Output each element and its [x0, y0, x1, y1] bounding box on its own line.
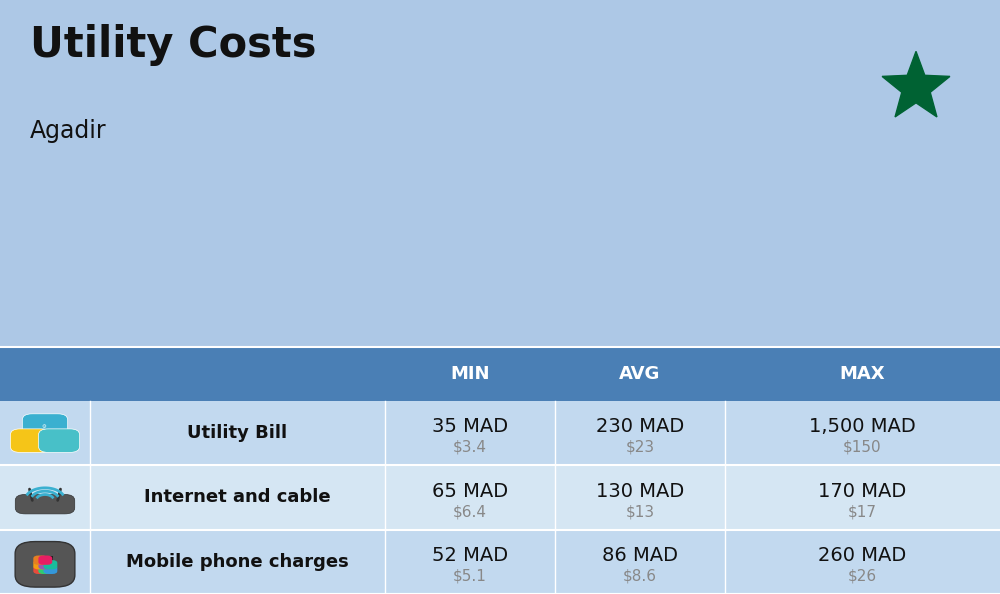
Text: Utility Bill: Utility Bill — [187, 424, 288, 442]
Polygon shape — [882, 51, 950, 117]
Text: 230 MAD: 230 MAD — [596, 417, 684, 436]
Text: $13: $13 — [625, 504, 655, 519]
FancyBboxPatch shape — [33, 565, 47, 574]
FancyBboxPatch shape — [0, 465, 1000, 530]
FancyBboxPatch shape — [10, 429, 51, 453]
FancyBboxPatch shape — [22, 414, 68, 439]
Text: $17: $17 — [848, 504, 877, 519]
Text: Utility Costs: Utility Costs — [30, 24, 316, 66]
Text: ⚙: ⚙ — [42, 424, 47, 429]
Text: 170 MAD: 170 MAD — [818, 482, 907, 501]
Text: 52 MAD: 52 MAD — [432, 546, 508, 565]
Text: 35 MAD: 35 MAD — [432, 417, 508, 436]
Text: Agadir: Agadir — [30, 119, 107, 143]
Text: $6.4: $6.4 — [453, 504, 487, 519]
Text: Internet and cable: Internet and cable — [144, 488, 331, 507]
Text: 86 MAD: 86 MAD — [602, 546, 678, 565]
Text: $3.4: $3.4 — [453, 440, 487, 455]
Text: AVG: AVG — [619, 365, 661, 383]
FancyBboxPatch shape — [39, 429, 80, 453]
FancyBboxPatch shape — [38, 565, 52, 574]
FancyBboxPatch shape — [15, 542, 75, 587]
FancyBboxPatch shape — [37, 557, 53, 572]
FancyBboxPatch shape — [0, 401, 1000, 465]
FancyBboxPatch shape — [33, 560, 47, 570]
Text: MAX: MAX — [840, 365, 885, 383]
FancyBboxPatch shape — [15, 494, 75, 514]
FancyBboxPatch shape — [38, 555, 52, 565]
FancyBboxPatch shape — [0, 347, 1000, 401]
Text: $23: $23 — [625, 440, 655, 455]
Text: 260 MAD: 260 MAD — [818, 546, 907, 565]
Text: MIN: MIN — [450, 365, 490, 383]
Text: $8.6: $8.6 — [623, 568, 657, 583]
Text: 1,500 MAD: 1,500 MAD — [809, 417, 916, 436]
FancyBboxPatch shape — [38, 560, 52, 570]
FancyBboxPatch shape — [43, 565, 57, 574]
Text: $5.1: $5.1 — [453, 568, 487, 583]
Text: Mobile phone charges: Mobile phone charges — [126, 553, 349, 571]
Text: $150: $150 — [843, 440, 882, 455]
Text: 65 MAD: 65 MAD — [432, 482, 508, 501]
FancyBboxPatch shape — [33, 555, 47, 565]
FancyBboxPatch shape — [43, 560, 57, 570]
Text: 130 MAD: 130 MAD — [596, 482, 684, 501]
FancyBboxPatch shape — [0, 530, 1000, 594]
Text: $26: $26 — [848, 568, 877, 583]
